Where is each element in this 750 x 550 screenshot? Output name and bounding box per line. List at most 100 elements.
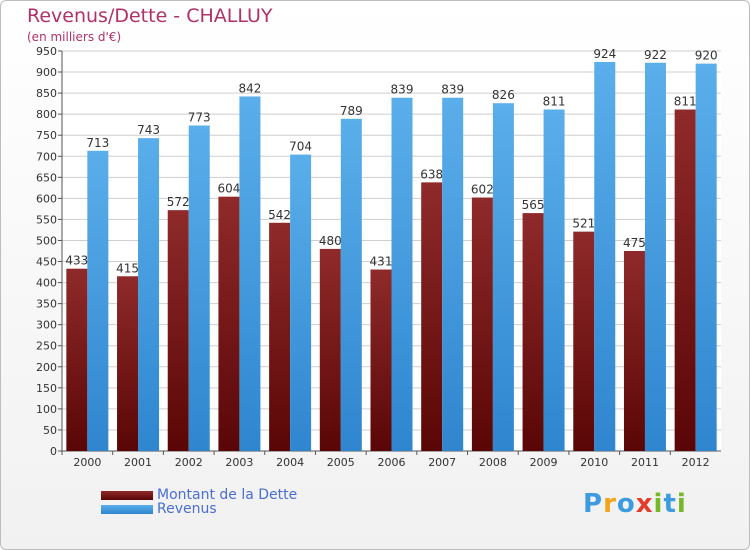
- x-tick-label-2000: 2000: [73, 456, 101, 469]
- x-tick-label-2010: 2010: [580, 456, 608, 469]
- data-label-dette-2006: 431: [370, 255, 393, 269]
- bar-revenus-2008: [492, 103, 514, 452]
- data-label-revenus-2000: 713: [86, 136, 109, 150]
- y-tick-label: 650: [36, 171, 57, 184]
- legend-label-revenus: Revenus: [157, 501, 217, 517]
- proxiti-logo: Proxiti: [583, 489, 687, 519]
- x-tick-label-2002: 2002: [175, 456, 203, 469]
- data-label-dette-2007: 638: [420, 167, 443, 181]
- logo-letter: r: [603, 489, 617, 519]
- data-label-dette-2001: 415: [116, 261, 139, 275]
- y-tick-label: 500: [36, 234, 57, 247]
- bar-dette-2010: [573, 231, 595, 451]
- bar-revenus-2010: [594, 61, 616, 452]
- data-label-revenus-2009: 811: [543, 95, 566, 109]
- bar-revenus-2006: [391, 97, 413, 451]
- y-tick-label: 50: [43, 424, 57, 437]
- data-label-revenus-2003: 842: [238, 81, 261, 95]
- x-tick-label-2008: 2008: [479, 456, 507, 469]
- x-tick-label-2012: 2012: [682, 456, 710, 469]
- data-label-revenus-2006: 839: [391, 83, 414, 97]
- y-tick-label: 400: [36, 277, 57, 290]
- chart-subtitle: (en milliers d'€): [27, 30, 122, 44]
- bar-dette-2000: [66, 268, 88, 451]
- data-label-revenus-2001: 743: [137, 123, 160, 137]
- x-tick-label-2001: 2001: [124, 456, 152, 469]
- bar-revenus-2005: [340, 118, 362, 451]
- y-tick-label: 150: [36, 382, 57, 395]
- y-tick-label: 850: [36, 87, 57, 100]
- logo-letter: i: [653, 489, 664, 519]
- bar-dette-2008: [471, 197, 493, 451]
- legend-swatch-dette: [101, 491, 153, 500]
- bar-revenus-2011: [644, 62, 666, 451]
- x-tick-label-2006: 2006: [378, 456, 406, 469]
- data-label-revenus-2002: 773: [188, 111, 211, 125]
- y-tick-label: 700: [36, 150, 57, 163]
- y-tick-label: 550: [36, 213, 57, 226]
- bar-dette-2009: [522, 213, 544, 451]
- chart-title: Revenus/Dette - CHALLUY: [27, 5, 273, 27]
- x-tick-label-2004: 2004: [276, 456, 304, 469]
- logo-letter: x: [635, 489, 654, 519]
- y-tick-label: 300: [36, 319, 57, 332]
- data-label-dette-2010: 521: [572, 217, 595, 231]
- bar-dette-2012: [674, 109, 696, 452]
- data-label-revenus-2007: 839: [441, 83, 464, 97]
- bar-dette-2007: [421, 182, 443, 452]
- bar-dette-2003: [218, 196, 240, 451]
- bar-revenus-2007: [442, 97, 464, 451]
- bar-revenus-2000: [87, 150, 109, 451]
- y-tick-label: 800: [36, 108, 57, 121]
- data-label-dette-2008: 602: [471, 183, 494, 197]
- bar-revenus-2001: [138, 138, 160, 451]
- data-label-revenus-2011: 922: [644, 48, 667, 62]
- bar-dette-2006: [370, 269, 392, 451]
- logo-letter: t: [663, 489, 677, 519]
- logo-letter: P: [583, 489, 604, 519]
- data-label-dette-2004: 542: [268, 208, 291, 222]
- logo-letter: o: [616, 489, 636, 519]
- y-tick-label: 450: [36, 256, 57, 269]
- bar-dette-2004: [269, 222, 291, 451]
- y-tick-label: 200: [36, 361, 57, 374]
- y-tick-label: 750: [36, 129, 57, 142]
- y-tick-label: 350: [36, 298, 57, 311]
- data-label-dette-2000: 433: [65, 254, 88, 268]
- data-label-dette-2009: 565: [522, 198, 545, 212]
- data-label-revenus-2008: 826: [492, 88, 515, 102]
- x-tick-label-2005: 2005: [327, 456, 355, 469]
- bar-revenus-2012: [695, 63, 717, 451]
- y-tick-label: 100: [36, 403, 57, 416]
- data-label-revenus-2012: 920: [695, 49, 718, 63]
- bar-revenus-2004: [290, 154, 312, 451]
- x-tick-label-2003: 2003: [225, 456, 253, 469]
- bar-dette-2001: [117, 276, 139, 451]
- y-tick-label: 250: [36, 340, 57, 353]
- bar-revenus-2009: [543, 109, 565, 452]
- legend-swatch-revenus: [101, 505, 153, 514]
- bar-revenus-2003: [239, 96, 261, 451]
- data-label-revenus-2010: 924: [593, 47, 616, 61]
- y-tick-label: 0: [50, 445, 57, 458]
- data-label-dette-2002: 572: [167, 195, 190, 209]
- x-tick-label-2011: 2011: [631, 456, 659, 469]
- data-label-revenus-2005: 789: [340, 104, 363, 118]
- y-tick-label: 900: [36, 66, 57, 79]
- legend-label-dette: Montant de la Dette: [157, 487, 298, 503]
- y-tick-label: 600: [36, 192, 57, 205]
- bar-revenus-2002: [188, 125, 210, 452]
- data-label-dette-2005: 480: [319, 234, 342, 248]
- y-tick-label: 950: [36, 45, 57, 58]
- bar-dette-2002: [167, 210, 189, 451]
- x-tick-label-2009: 2009: [530, 456, 558, 469]
- bar-dette-2005: [319, 248, 341, 451]
- logo-letter: i: [676, 489, 687, 519]
- data-label-revenus-2004: 704: [289, 140, 312, 154]
- bar-dette-2011: [623, 251, 645, 451]
- data-label-dette-2003: 604: [217, 182, 240, 196]
- data-label-dette-2011: 475: [623, 236, 646, 250]
- x-tick-label-2007: 2007: [428, 456, 456, 469]
